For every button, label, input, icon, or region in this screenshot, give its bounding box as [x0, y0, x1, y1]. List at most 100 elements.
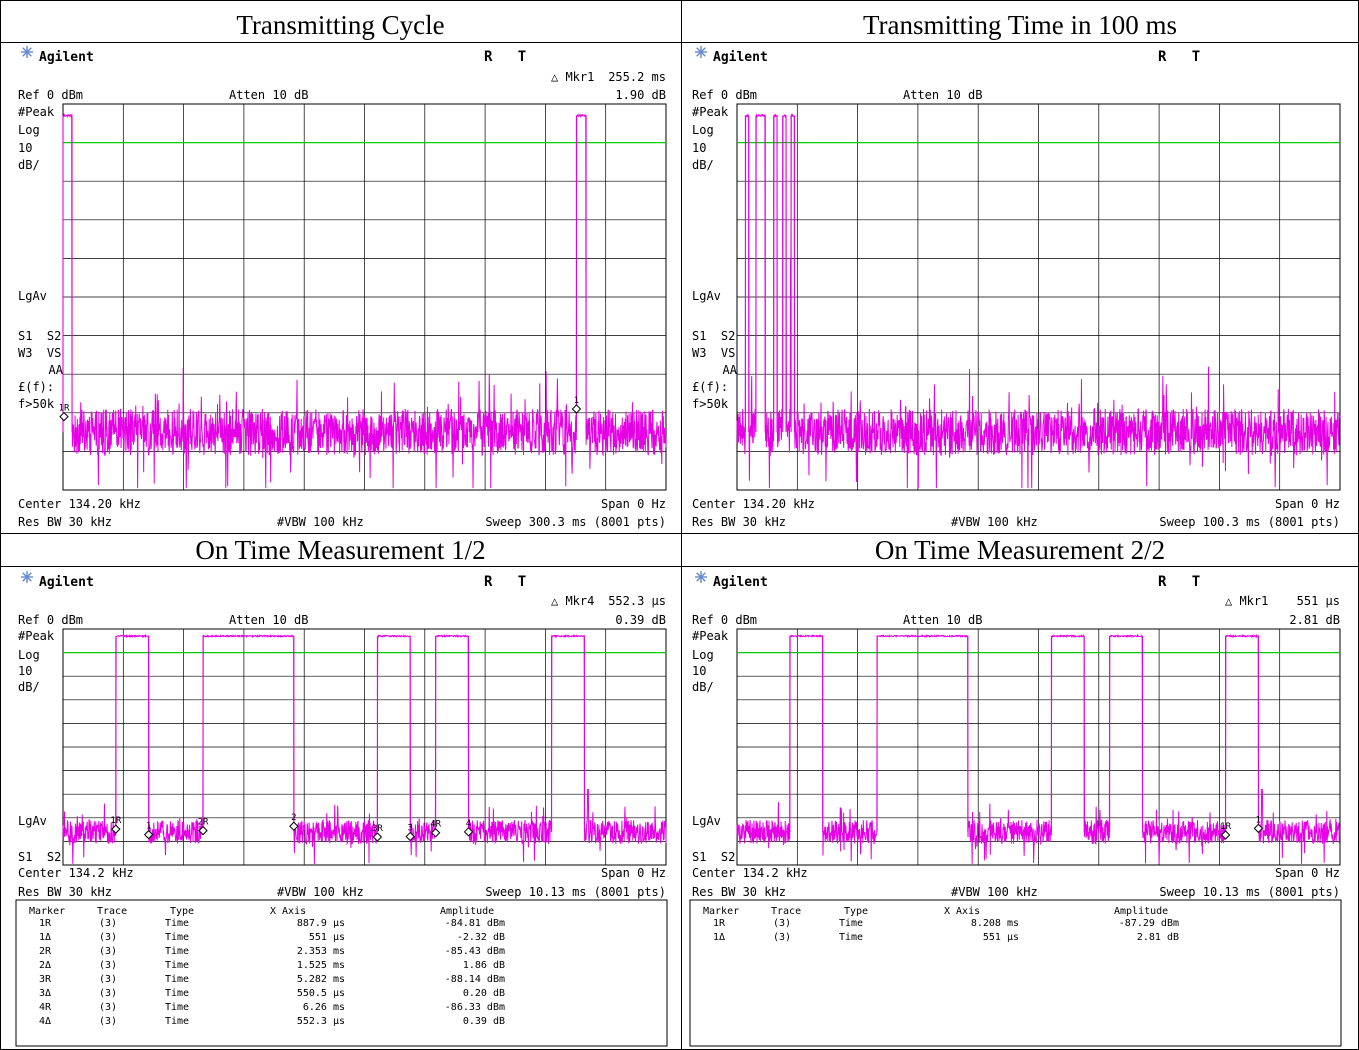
side-label: #Peak	[692, 629, 729, 643]
side-label: #Peak	[18, 105, 55, 119]
table-cell: (3)	[99, 1016, 117, 1027]
center-freq: Center 134.2 kHz	[692, 866, 808, 880]
table-cell: Time	[165, 946, 189, 957]
agilent-star-icon	[21, 571, 33, 583]
marker-diamond	[405, 831, 415, 842]
trace-line	[62, 633, 667, 864]
side-label: Log	[692, 123, 714, 137]
table-cell: (3)	[99, 974, 117, 985]
spectrum-screen-4: Agilent R T △ Mkr1 551 μs Ref 0 dBm Atte…	[689, 571, 1342, 1047]
table-cell: -87.29 dBm	[1119, 918, 1179, 929]
frame-middle	[681, 0, 682, 1050]
table-cell: 4R	[39, 1002, 52, 1013]
table-cell: 2.353 ms	[297, 946, 345, 957]
center-freq: Center 134.2 kHz	[18, 866, 134, 880]
table-cell: Time	[839, 918, 863, 929]
side-labels: #Peak Log 10 dB/ LgAv S1 S2 W3 VS AA £(f…	[18, 105, 64, 411]
side-label: dB/	[18, 158, 40, 172]
marker-name: △ Mkr1	[551, 70, 594, 84]
table-cell: 2.81 dB	[1137, 932, 1179, 943]
side-label: #Peak	[692, 105, 729, 119]
table-header: Trace	[97, 906, 127, 917]
span: Span 0 Hz	[1275, 497, 1340, 511]
res-bw: Res BW 30 kHz	[692, 885, 786, 899]
trace	[736, 112, 1341, 489]
marker-diamond	[111, 824, 121, 834]
marker-y-readout: 2.81 dB	[1289, 613, 1340, 627]
table-cell: 2Δ	[39, 960, 51, 971]
table-cell: 887.9 μs	[297, 918, 345, 929]
status-label: R T	[1158, 574, 1200, 590]
table-cell: (3)	[773, 932, 791, 943]
side-label: Log	[18, 123, 40, 137]
agilent-logo	[695, 46, 707, 58]
table-cell: (3)	[99, 1002, 117, 1013]
table-cell: Time	[839, 932, 863, 943]
side-label: dB/	[692, 680, 714, 694]
table-header: Amplitude	[1114, 906, 1168, 917]
sweep: Sweep 100.3 ms (8001 pts)	[1159, 515, 1340, 529]
side-label: LgAv	[18, 814, 47, 828]
side-label: W3 VS	[18, 346, 61, 360]
table-cell: 551 μs	[309, 932, 345, 943]
table-cell: 0.20 dB	[463, 988, 505, 999]
sweep: Sweep 300.3 ms (8001 pts)	[485, 515, 666, 529]
side-labels: #Peak Log 10 dB/ LgAv S1 S2	[18, 629, 61, 864]
panel-header: On Time Measurement 1/2	[195, 535, 486, 565]
ref-level: Ref 0 dBm	[18, 88, 83, 102]
ref-level: Ref 0 dBm	[18, 613, 83, 627]
center-freq: Center 134.20 kHz	[692, 497, 815, 511]
vbw: #VBW 100 kHz	[951, 515, 1038, 529]
table-cell: (3)	[99, 946, 117, 957]
marker-label: 4R	[430, 820, 441, 830]
agilent-star-icon	[695, 46, 707, 58]
attenuation: Atten 10 dB	[903, 88, 982, 102]
marker-label: 4	[466, 819, 471, 829]
vbw: #VBW 100 kHz	[951, 885, 1038, 899]
marker-y-readout: 1.90 dB	[615, 88, 666, 102]
marker-x-readout: 551 μs	[1297, 594, 1340, 608]
table-cell: 1.525 ms	[297, 960, 345, 971]
marker-diamond	[59, 411, 69, 422]
res-bw: Res BW 30 kHz	[692, 515, 786, 529]
side-label: LgAv	[692, 814, 721, 828]
brand-label: Agilent	[39, 575, 94, 590]
side-label: Log	[18, 648, 40, 662]
vbw: #VBW 100 kHz	[277, 515, 364, 529]
table-header: Marker	[29, 906, 65, 917]
attenuation: Atten 10 dB	[229, 88, 308, 102]
status-label: R T	[1158, 49, 1200, 65]
marker-label: 3	[407, 824, 412, 834]
brand-label: Agilent	[39, 50, 94, 65]
table-cell: 6.26 ms	[303, 1002, 345, 1013]
side-label: LgAv	[692, 289, 721, 303]
table-cell: 4Δ	[39, 1016, 51, 1027]
side-labels: #Peak Log 10 dB/ LgAv S1 S2 W3 VS AA £(f…	[692, 105, 738, 411]
side-label: #Peak	[18, 629, 55, 643]
marker-diamond	[571, 404, 582, 414]
table-header: Type	[170, 906, 194, 917]
marker-x-readout: 255.2 ms	[608, 70, 666, 84]
marker-label: 2	[291, 813, 296, 823]
table-cell: -88.14 dBm	[445, 974, 505, 985]
panel-header: On Time Measurement 2/2	[874, 535, 1166, 565]
table-header: Amplitude	[440, 906, 494, 917]
marker-diamond	[463, 827, 474, 837]
ref-level: Ref 0 dBm	[692, 88, 757, 102]
table-cell: 550.5 μs	[297, 988, 345, 999]
marker-x-readout: 552.3 μs	[608, 594, 666, 608]
span: Span 0 Hz	[601, 497, 666, 511]
brand-label: Agilent	[713, 575, 768, 590]
panel-header: Transmitting Cycle	[236, 10, 445, 40]
side-label: £(f):	[692, 380, 728, 394]
brand-label: Agilent	[713, 50, 768, 65]
table-cell: 8.208 ms	[971, 918, 1019, 929]
markers: 1R 1 2R 2 3R 3 4R 4	[110, 813, 474, 842]
table-cell: -85.43 dBm	[445, 946, 505, 957]
sweep: Sweep 10.13 ms (8001 pts)	[1159, 885, 1340, 899]
table-cell: 1R	[39, 918, 52, 929]
trace	[62, 633, 667, 864]
marker-y-readout: 0.39 dB	[615, 613, 666, 627]
table-cell: 1Δ	[713, 932, 725, 943]
table-cell: 1Δ	[39, 932, 51, 943]
